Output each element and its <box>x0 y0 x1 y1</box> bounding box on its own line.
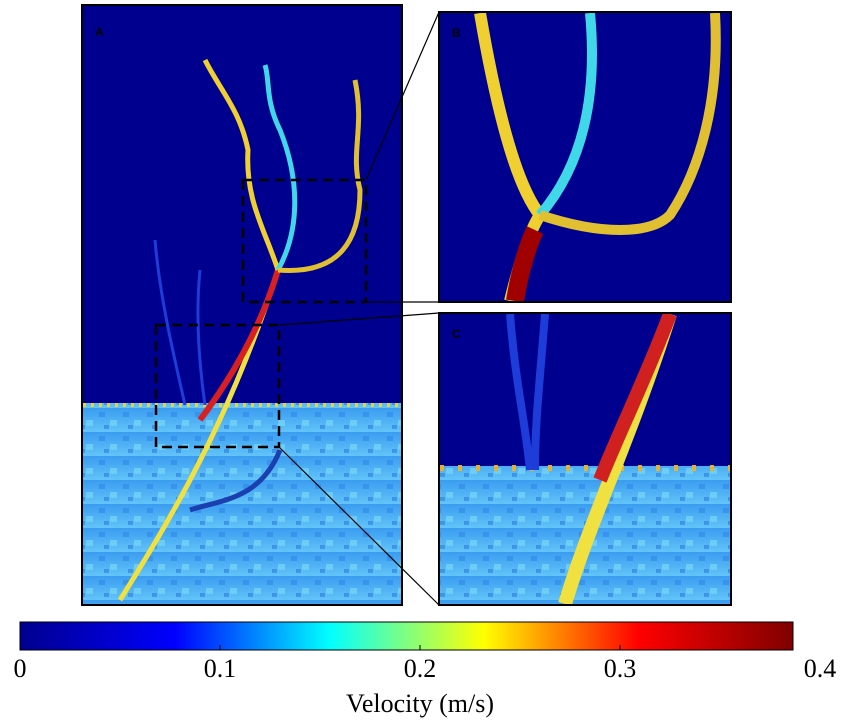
panel-label: A <box>95 25 104 39</box>
zoom-box <box>154 323 281 449</box>
colorbar-label: Velocity (m/s) <box>346 689 494 718</box>
x-tick-label: 0.2 <box>404 654 437 683</box>
panel-frame <box>438 312 732 606</box>
zoom-box <box>241 178 368 304</box>
panel-label: C <box>452 327 461 341</box>
connector <box>365 11 440 181</box>
panel-frame <box>81 4 403 606</box>
x-tick-label: 0 <box>14 654 27 683</box>
x-tick-label: 0.3 <box>604 654 637 683</box>
colorbar: 0 0.1 0.2 0.3 0.4 <box>14 621 837 683</box>
panel-label: B <box>452 26 461 40</box>
connector <box>278 446 440 606</box>
panel-frame <box>438 11 732 303</box>
colorbar-fill <box>19 621 794 651</box>
x-tick-label: 0.4 <box>804 654 837 683</box>
panel-c-image <box>440 314 730 604</box>
connector <box>278 312 440 326</box>
x-tick-label: 0.1 <box>204 654 237 683</box>
panel-a-image <box>83 6 401 604</box>
panel-b-image <box>440 13 730 301</box>
